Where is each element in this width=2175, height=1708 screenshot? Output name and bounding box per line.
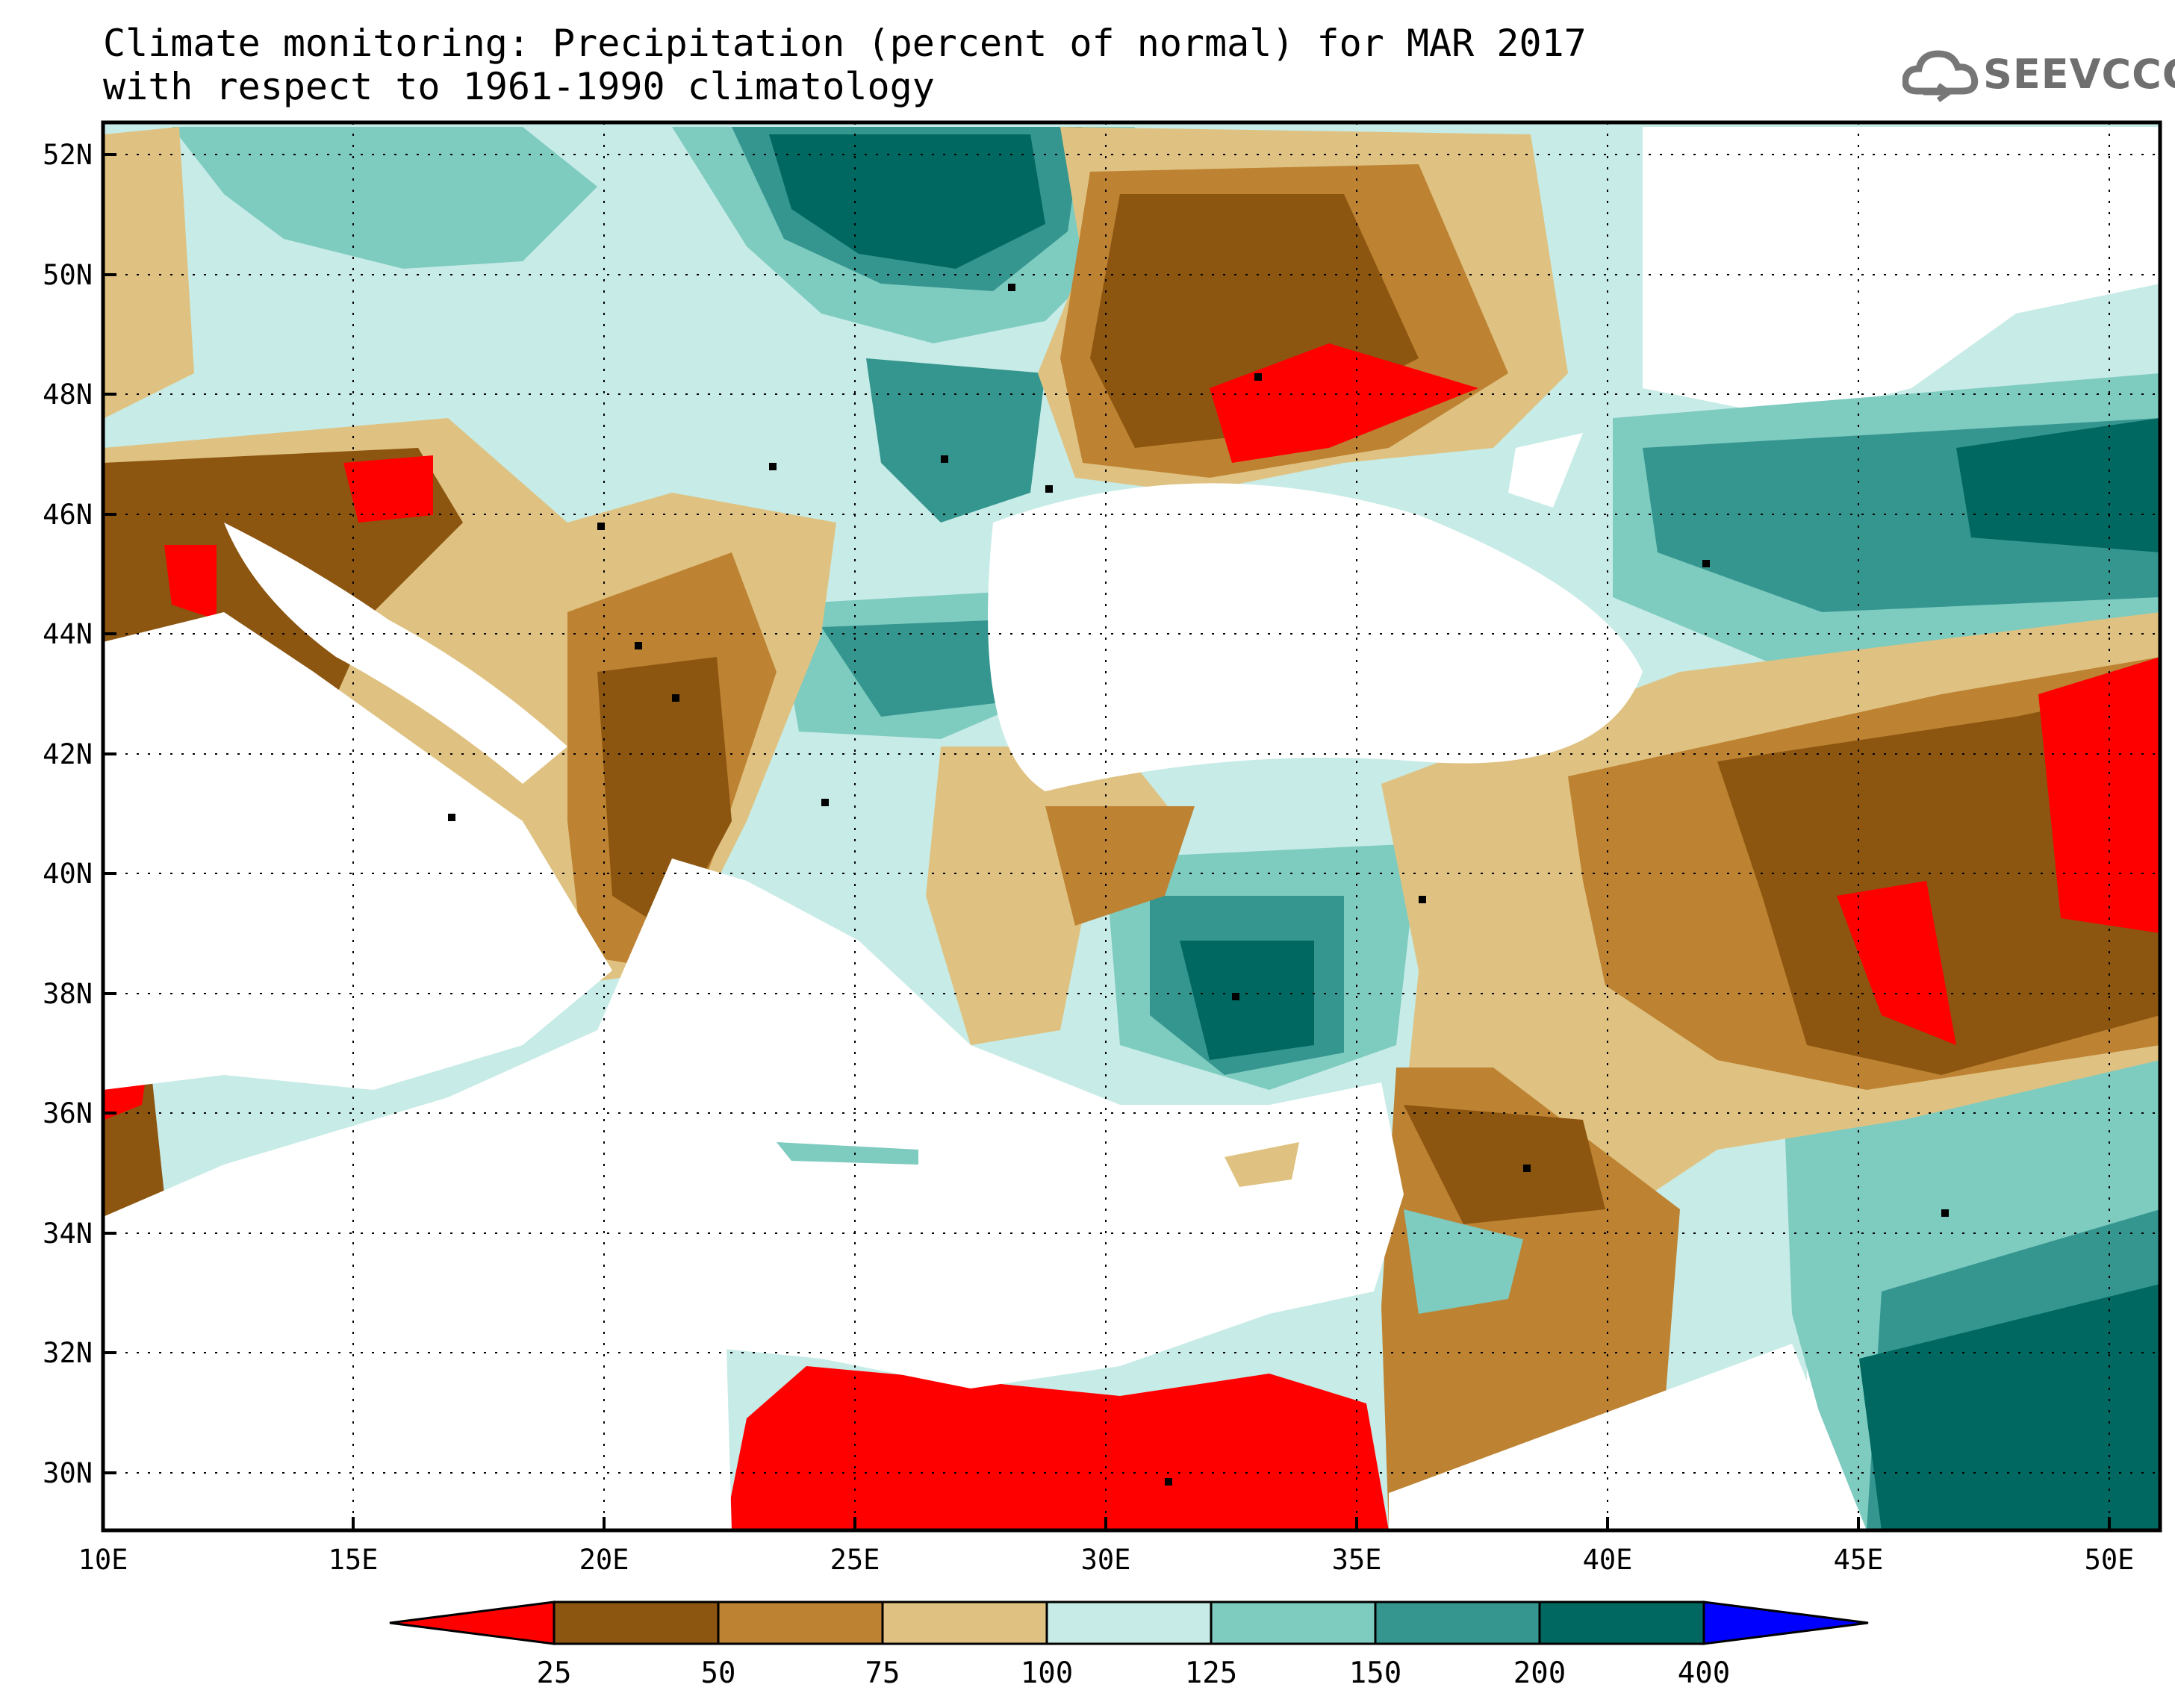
- x-tick-label: 40E: [1583, 1544, 1633, 1576]
- y-tick-labels: 30N 32N 34N 36N 38N 40N 42N 44N 46N 48N …: [43, 139, 93, 1489]
- field-north-darkest: [769, 134, 1045, 269]
- arabia-missing: [1389, 1344, 1867, 1530]
- y-tick-label: 30N: [43, 1457, 93, 1489]
- colorbar-box: [1045, 1601, 1213, 1645]
- map-gridlines: [103, 122, 2160, 1530]
- y-tick-label: 42N: [43, 738, 93, 770]
- colorbar-label: 125: [1185, 1656, 1237, 1690]
- y-tick-label: 48N: [43, 378, 93, 411]
- x-tick-label: 45E: [1834, 1544, 1884, 1576]
- colorbar-label: 150: [1349, 1656, 1401, 1690]
- colorbar-over-arrow: [1702, 1601, 1869, 1645]
- field-nw-teal: [172, 127, 597, 269]
- missing-data-northeast: [1643, 127, 2160, 418]
- field-ukraine-red: [1210, 343, 1478, 463]
- colorbar-box: [553, 1601, 720, 1645]
- y-tick-label: 32N: [43, 1337, 93, 1369]
- field-levant-darkbrown: [1404, 1105, 1605, 1224]
- x-tick-label: 50E: [2085, 1544, 2135, 1576]
- field-iran-red: [1837, 881, 1956, 1045]
- colorbar-label: 200: [1513, 1656, 1566, 1690]
- colorbar-label: 25: [537, 1656, 572, 1690]
- field-balkan-darkbrown: [597, 657, 732, 933]
- field-thrace-brown: [1045, 806, 1195, 926]
- colorbar-label: 75: [865, 1656, 900, 1690]
- colorbar-box: [1538, 1601, 1705, 1645]
- cyprus-island: [1225, 1142, 1299, 1187]
- tyrrhenian-ionian-sea: [103, 612, 612, 1090]
- map-subtitle: with respect to 1961-1990 climatology: [103, 65, 935, 108]
- colorbar: 25 50 75 100 125 150 200 400: [389, 1601, 1869, 1690]
- black-sea: [988, 483, 1643, 791]
- cloud-icon: [1902, 50, 1979, 102]
- logo-text: SEEVCCC: [1983, 51, 2175, 98]
- colorbar-box: [1374, 1601, 1541, 1645]
- field-west-tan: [105, 127, 194, 418]
- field-iraq-darkest: [1859, 1284, 2160, 1530]
- colorbar-box: [717, 1601, 884, 1645]
- axis-ticks: [102, 153, 2111, 1530]
- field-center-teal: [866, 358, 1045, 523]
- y-tick-label: 52N: [43, 139, 93, 171]
- field-east-darkest: [1956, 418, 2160, 552]
- y-tick-label: 34N: [43, 1218, 93, 1250]
- adriatic-sea: [224, 523, 567, 784]
- sea-of-azov: [1508, 433, 1583, 508]
- station-markers: [448, 284, 1949, 1486]
- map-field: [103, 122, 2160, 1530]
- field-italy-red: [164, 545, 217, 620]
- x-tick-label: 30E: [1081, 1544, 1131, 1576]
- map-frame: [101, 120, 2162, 1533]
- mediterranean-south: [103, 858, 1404, 1388]
- field-balkan-dark: [821, 620, 1008, 717]
- field-slovenia-red: [343, 455, 433, 523]
- x-tick-label: 25E: [830, 1544, 880, 1576]
- colorbar-box: [1210, 1601, 1377, 1645]
- libya-missing: [103, 1269, 732, 1530]
- crete-island: [777, 1142, 918, 1165]
- y-tick-label: 50N: [43, 259, 93, 291]
- colorbar-box: [881, 1601, 1048, 1645]
- y-tick-label: 46N: [43, 499, 93, 531]
- field-egypt-libya-red: [724, 1366, 1389, 1530]
- colorbar-label: 50: [701, 1656, 736, 1690]
- colorbar-label: 400: [1678, 1656, 1730, 1690]
- field-caspian-red: [2038, 657, 2160, 933]
- seevccc-logo: SEEVCCC: [1902, 45, 2175, 106]
- y-tick-label: 38N: [43, 978, 93, 1010]
- x-tick-label: 35E: [1332, 1544, 1382, 1576]
- x-tick-label: 20E: [579, 1544, 629, 1576]
- y-tick-label: 40N: [43, 858, 93, 890]
- x-tick-label: 10E: [78, 1544, 128, 1576]
- y-tick-label: 44N: [43, 618, 93, 650]
- y-tick-label: 36N: [43, 1097, 93, 1129]
- field-anatolia-darkest: [1180, 941, 1314, 1060]
- colorbar-label: 100: [1021, 1656, 1073, 1690]
- x-tick-label: 15E: [329, 1544, 379, 1576]
- field-levant-teal: [1404, 1209, 1523, 1314]
- colorbar-under-arrow: [389, 1601, 556, 1645]
- x-tick-labels: 10E 15E 20E 25E 30E 35E 40E 45E 50E: [78, 1544, 2135, 1576]
- map-title: Climate monitoring: Precipitation (perce…: [103, 22, 1587, 65]
